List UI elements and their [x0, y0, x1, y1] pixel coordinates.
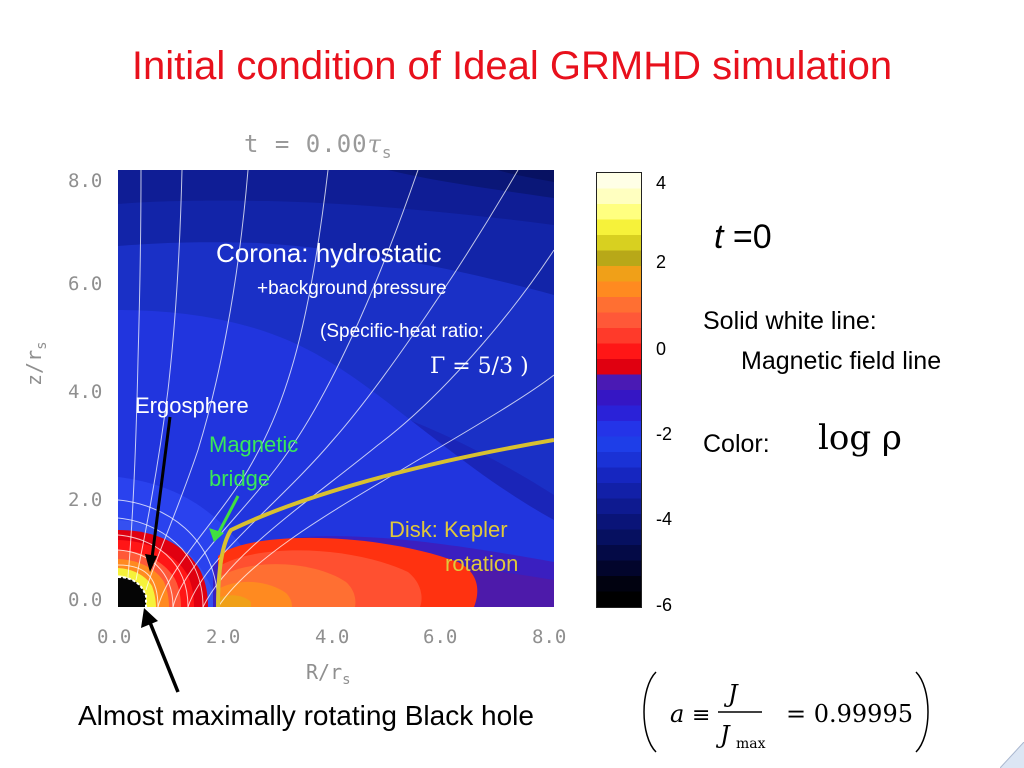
colorbar-band — [597, 312, 641, 329]
colorbar-band — [597, 235, 641, 252]
magnetic-field-lines — [118, 170, 554, 607]
y-tick: 6.0 — [68, 273, 103, 295]
disk-label-line2: rotation — [445, 551, 519, 576]
bridge-label-line1: Magnetic — [209, 432, 299, 457]
colorbar-band — [597, 529, 641, 546]
colorbar-tick: -6 — [656, 595, 673, 615]
solid-line-desc: Magnetic field line — [741, 347, 942, 375]
spin-formula: a ≡ J J max = 0.99995 — [640, 668, 932, 756]
color-label: Color: — [703, 430, 770, 458]
bridge-arrow — [215, 495, 240, 537]
colorbar-tick: 0 — [656, 339, 667, 359]
colorbar-band — [597, 483, 641, 500]
y-tick: 0.0 — [68, 589, 103, 611]
colorbar-band — [597, 436, 641, 453]
colorbar-band — [597, 467, 641, 484]
y-axis-label: z/rs — [22, 341, 50, 386]
colorbar-band — [597, 498, 641, 515]
x-tick: 2.0 — [206, 626, 241, 648]
colorbar-band — [597, 359, 641, 376]
colorbar-band — [597, 250, 641, 267]
corner-fold-icon — [1000, 742, 1024, 768]
colorbar-gradient — [597, 173, 641, 608]
colorbar-band — [597, 343, 641, 360]
specific-heat-label: (Specific-heat ratio: — [320, 321, 484, 342]
colorbar-tick: -2 — [656, 424, 673, 444]
background-pressure-label: +background pressure — [257, 278, 447, 299]
ergosphere-label: Ergosphere — [135, 393, 249, 418]
black-hole-caption: Almost maximally rotating Black hole — [78, 700, 534, 731]
colorbar-band — [597, 188, 641, 205]
black-hole-arrow — [141, 608, 180, 693]
gamma-label: Γ = 5/3 ) — [430, 354, 529, 379]
colorbar-band — [597, 204, 641, 221]
colorbar-tick: -4 — [656, 509, 673, 529]
colorbar-band — [597, 514, 641, 531]
colorbar-band — [597, 545, 641, 562]
svg-text:≡: ≡ — [692, 703, 710, 728]
colorbar-band — [597, 281, 641, 298]
svg-text:max: max — [736, 736, 766, 752]
disk-boundary-line — [216, 438, 554, 607]
colorbar-band — [597, 266, 641, 283]
density-contour-plot — [118, 170, 554, 607]
colorbar-band — [597, 297, 641, 314]
y-tick: 4.0 — [68, 381, 103, 403]
plot-time-label: t = 0.00τs — [244, 130, 393, 162]
colorbar-band — [597, 173, 641, 190]
corona-label: Corona: hydrostatic — [216, 238, 442, 268]
y-tick: 2.0 — [68, 489, 103, 511]
solid-line-title: Solid white line: — [703, 307, 877, 335]
colorbar-tick: 2 — [656, 252, 667, 272]
colorbar-band — [597, 576, 641, 593]
colorbar-band — [597, 390, 641, 407]
colorbar — [596, 172, 642, 608]
x-axis-label: R/rs — [306, 660, 351, 688]
y-tick: 8.0 — [68, 170, 103, 192]
svg-text:J: J — [715, 721, 731, 749]
colorbar-band — [597, 452, 641, 469]
x-tick: 8.0 — [532, 626, 567, 648]
colorbar-band — [597, 328, 641, 345]
simulation-plot: Corona: hydrostatic +background pressure… — [118, 170, 554, 607]
disk-label-line1: Disk: Kepler — [389, 517, 508, 542]
ergosphere-arrow — [149, 416, 172, 567]
colorbar-band — [597, 405, 641, 422]
colorbar-tick: 4 — [656, 173, 667, 193]
colorbar-band — [597, 560, 641, 577]
svg-text:= 0.99995: = 0.99995 — [786, 700, 913, 728]
slide-title: Initial condition of Ideal GRMHD simulat… — [131, 44, 893, 88]
x-tick: 4.0 — [315, 626, 350, 648]
colorbar-band — [597, 421, 641, 438]
color-formula: log ρ — [818, 418, 902, 458]
colorbar-band — [597, 591, 641, 608]
svg-text:a: a — [670, 700, 684, 728]
colorbar-band — [597, 374, 641, 391]
x-tick: 6.0 — [423, 626, 458, 648]
bridge-label-line2: bridge — [209, 466, 271, 491]
time-readout: t =0 — [714, 218, 772, 256]
svg-text:J: J — [723, 680, 739, 708]
x-tick: 0.0 — [97, 626, 132, 648]
colorbar-band — [597, 219, 641, 236]
